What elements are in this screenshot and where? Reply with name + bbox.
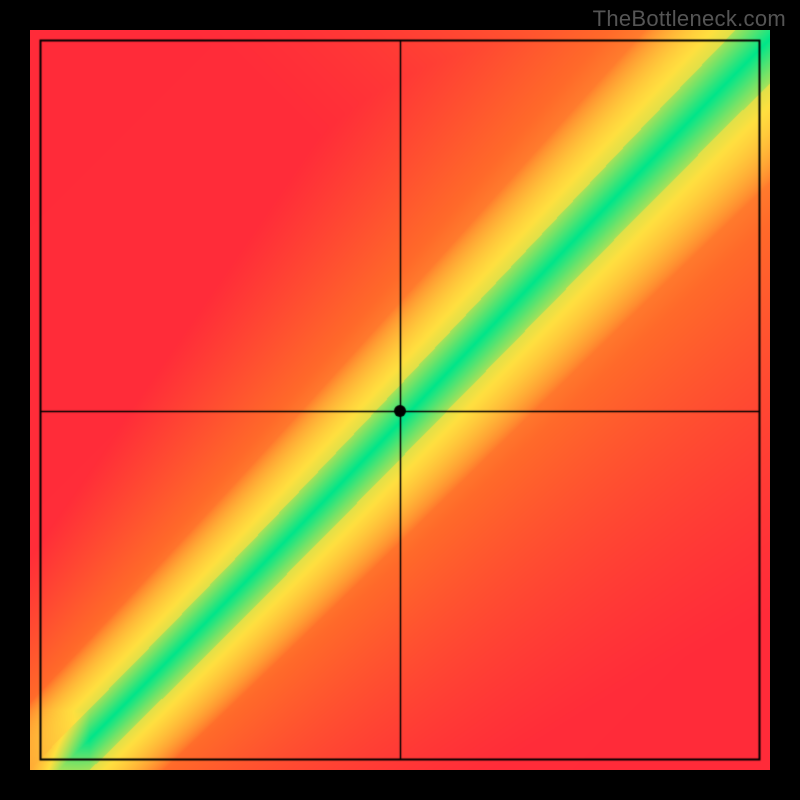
gradient-heatmap: [30, 30, 770, 770]
chart-root: TheBottleneck.com: [0, 0, 800, 800]
watermark-text: TheBottleneck.com: [593, 6, 786, 32]
